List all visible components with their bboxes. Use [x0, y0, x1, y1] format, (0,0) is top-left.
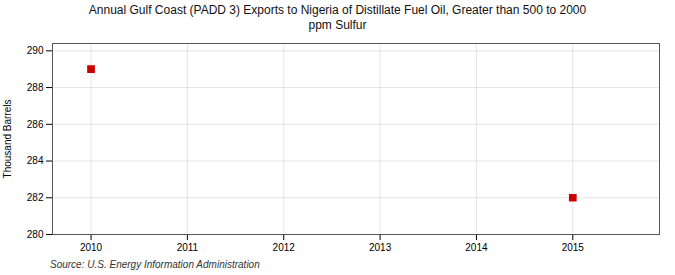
svg-text:2015: 2015: [562, 242, 585, 253]
svg-text:2011: 2011: [177, 242, 199, 253]
html-text:Source: U.S. Energy Informatio: Source: U.S. Energy Information Administ…: [50, 259, 260, 270]
svg-text:284: 284: [27, 155, 44, 166]
svg-text:Thousand Barrels: Thousand Barrels: [2, 100, 13, 179]
svg-text:290: 290: [27, 45, 44, 56]
svg-text:2013: 2013: [369, 242, 392, 253]
svg-text:2014: 2014: [465, 242, 488, 253]
svg-text:282: 282: [27, 192, 44, 203]
svg-text:2010: 2010: [80, 242, 103, 253]
svg-text:2012: 2012: [273, 242, 296, 253]
svg-text:280: 280: [27, 229, 44, 240]
html-text:Annual Gulf Coast (PADD 3) Exp: Annual Gulf Coast (PADD 3) Exports to Ni…: [88, 3, 587, 32]
svg-text:288: 288: [27, 82, 44, 93]
svg-text:286: 286: [27, 119, 44, 130]
